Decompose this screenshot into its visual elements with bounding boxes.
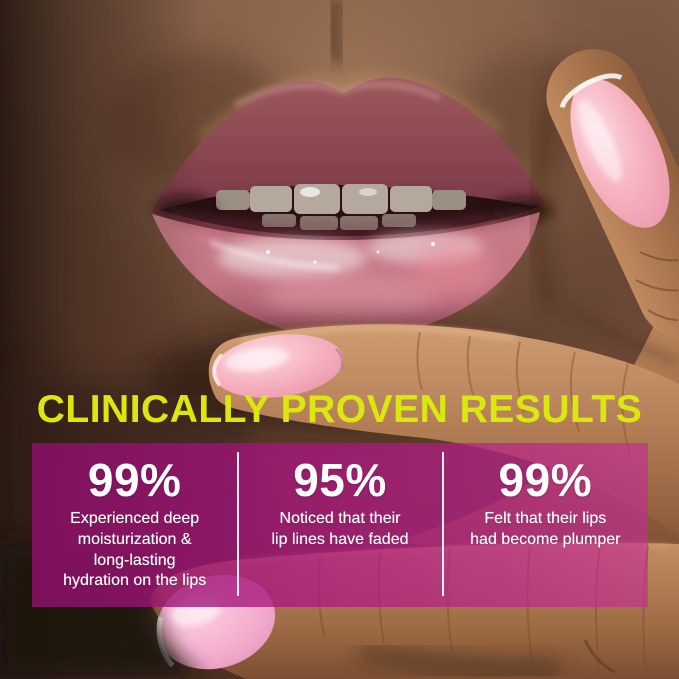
column-divider — [442, 452, 444, 596]
stat-column-moisturization: 99% Experienced deep moisturization & lo… — [32, 443, 237, 607]
column-divider — [237, 452, 239, 596]
index-finger-nail — [212, 334, 344, 398]
stat-value: 95% — [293, 454, 387, 506]
stat-description: Experienced deep moisturization & long-l… — [63, 510, 207, 590]
thumb — [532, 49, 679, 339]
stat-value: 99% — [87, 454, 182, 506]
stat-description: Noticed that their lip lines have faded — [271, 510, 409, 548]
stat-value: 99% — [498, 454, 593, 506]
stat-description: Felt that their lips had become plumper — [470, 510, 621, 548]
stat-column-lip-lines: 95% Noticed that their lip lines have fa… — [237, 443, 442, 607]
index-finger — [208, 324, 679, 536]
stat-column-plumper: 99% Felt that their lips had become plum… — [443, 443, 648, 607]
headline: CLINICALLY PROVEN RESULTS — [36, 388, 643, 431]
stats-banner: 99% Experienced deep moisturization & lo… — [32, 443, 648, 607]
